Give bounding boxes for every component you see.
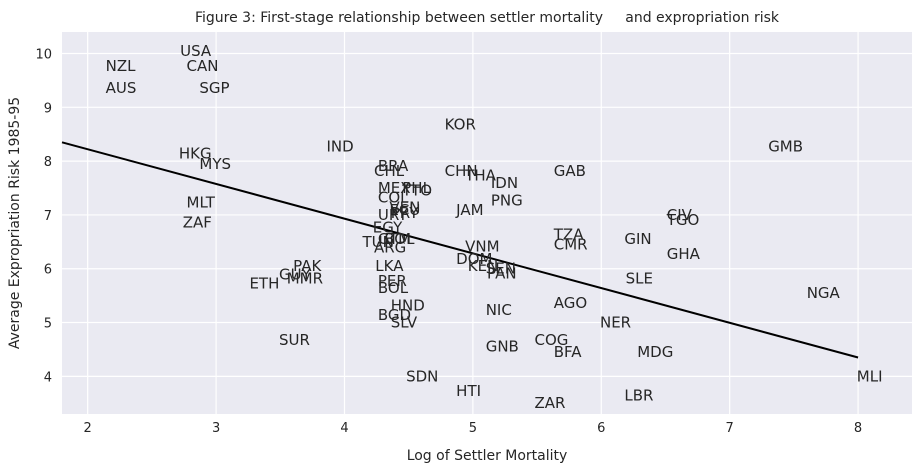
point-label: CIV (667, 206, 693, 224)
point-label: ECU (389, 201, 420, 219)
point-label: HTI (456, 382, 481, 400)
chart-title: Figure 3: First-stage relationship betwe… (195, 10, 780, 26)
point-label: GHA (667, 245, 701, 263)
fit-line (61, 141, 859, 359)
y-tick-label: 9 (44, 101, 52, 116)
point-label: VNM (465, 238, 499, 256)
point-label: MEX (378, 179, 411, 197)
point-label: EGY (373, 218, 403, 236)
point-label: PER (378, 272, 407, 290)
point-label: ARG (374, 239, 406, 257)
point-label: GNB (486, 338, 519, 356)
point-label: NZL (106, 57, 136, 75)
point-label: IDN (491, 174, 518, 192)
point-label: MLI (857, 367, 883, 385)
point-label: NER (600, 314, 631, 332)
point-label: ZAF (183, 213, 212, 231)
x-tick-label: 5 (469, 421, 477, 436)
point-label: ETH (249, 274, 279, 292)
fit-line-layer (61, 141, 859, 359)
point-label: PAK (293, 257, 322, 275)
plot-area (62, 32, 912, 414)
x-tick-label: 7 (726, 421, 734, 436)
point-label: VEN (389, 198, 420, 216)
point-label: MLT (187, 194, 216, 212)
point-label: PRY (391, 204, 420, 222)
y-tick-label: 6 (44, 263, 52, 278)
point-label: GIN (624, 230, 651, 248)
y-tick-label: 4 (44, 370, 52, 385)
point-label: THA (464, 167, 496, 185)
point-label: DOM (456, 250, 492, 268)
point-label: MDG (637, 343, 673, 361)
point-label: MMR (287, 269, 323, 287)
point-label: SLV (391, 314, 418, 332)
point-label: COG (535, 331, 569, 349)
x-tick-label: 3 (212, 421, 220, 436)
point-label: GUY (279, 266, 312, 284)
point-label: PNG (491, 191, 523, 209)
y-tick-label: 10 (35, 48, 52, 63)
point-label: KOR (445, 116, 476, 134)
point-label: HKG (179, 145, 212, 163)
point-label: GAB (554, 162, 586, 180)
point-label: LKA (375, 257, 404, 275)
point-label: AUS (106, 79, 137, 97)
point-label: TUN (361, 233, 393, 251)
point-label: JAM (455, 201, 483, 219)
point-label: BFA (554, 343, 583, 361)
point-label: HND (391, 296, 425, 314)
point-label: NGA (807, 284, 841, 302)
point-label: COL (378, 189, 409, 207)
point-label: URY (378, 206, 408, 224)
x-tick-label: 4 (340, 421, 348, 436)
x-tick-label: 6 (597, 421, 605, 436)
point-label: ZAR (535, 394, 566, 412)
point-label: KEN (468, 257, 499, 275)
y-axis-label: Average Expropriation Risk 1985-95 (7, 97, 23, 349)
point-label: IND (327, 138, 354, 156)
point-label: BOL (384, 230, 415, 248)
y-tick-label: 5 (44, 317, 52, 332)
y-tick-label: 8 (44, 155, 52, 170)
point-label: CHN (445, 162, 478, 180)
point-label: TZA (553, 225, 584, 243)
point-label: CHL (374, 162, 405, 180)
point-label: USA (180, 42, 212, 60)
y-tick-label: 7 (44, 209, 52, 224)
point-label: GMB (768, 138, 803, 156)
point-label: BRA (378, 157, 409, 175)
point-label: GTM (378, 230, 411, 248)
point-label: SDN (406, 367, 438, 385)
point-label: CMR (554, 236, 588, 254)
point-label: LBR (624, 387, 653, 405)
point-label: SLE (626, 269, 653, 287)
tick-layer: 2 3 4 5 6 7 8 4 5 6 7 8 9 10 (35, 48, 862, 436)
point-label: MYS (199, 155, 231, 173)
point-label: BGD (378, 306, 411, 324)
point-label: SUR (279, 331, 310, 349)
point-label: NIC (486, 301, 512, 319)
point-label: CAN (187, 57, 219, 75)
x-tick-label: 8 (854, 421, 862, 436)
point-label: TGO (666, 211, 700, 229)
point-label: SEN (486, 260, 516, 278)
point-label: BOL (378, 279, 409, 297)
x-axis-label: Log of Settler Mortality (407, 448, 568, 464)
point-label: SGP (199, 79, 229, 97)
grid-layer (62, 32, 912, 414)
point-label: PAN (487, 265, 517, 283)
point-label: PHL (402, 179, 431, 197)
point-label: TTO (401, 182, 432, 200)
point-label: AGO (554, 294, 587, 312)
x-tick-label: 2 (84, 421, 92, 436)
